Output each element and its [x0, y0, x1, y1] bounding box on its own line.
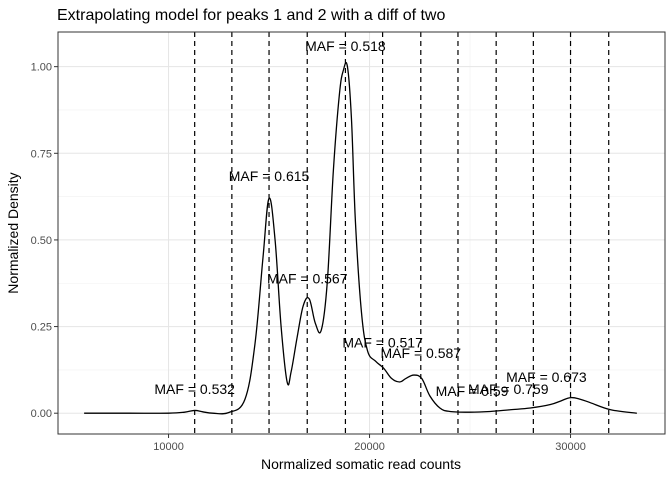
x-axis-label: Normalized somatic read counts	[261, 456, 461, 472]
y-tick-label: 0.25	[31, 322, 52, 334]
x-tick-label: 10000	[153, 441, 184, 453]
maf-annotation: MAF = 0.518	[305, 38, 386, 54]
grid	[58, 32, 665, 434]
y-axis-label: Normalized Density	[5, 172, 21, 293]
maf-annotation: MAF = 0.567	[267, 270, 348, 286]
x-axis-ticks: 10000 20000 30000	[153, 434, 586, 453]
maf-annotation: MAF = 0.615	[229, 168, 310, 184]
density-line	[84, 61, 637, 415]
y-axis-ticks: 0.00 0.25 0.50 0.75 1.00	[31, 62, 58, 420]
maf-annotation: MAF = 0.532	[154, 381, 235, 397]
maf-annotation: MAF = 0.759	[468, 381, 549, 397]
x-tick-label: 30000	[555, 441, 586, 453]
y-tick-label: 0.75	[31, 148, 52, 160]
maf-annotation: MAF = 0.673	[506, 369, 587, 385]
maf-annotation: MAF = 0.59	[436, 383, 509, 399]
maf-annotation: MAF = 0.517	[342, 334, 423, 350]
y-tick-label: 0.50	[31, 235, 52, 247]
y-tick-label: 0.00	[31, 408, 52, 420]
chart-title: Extrapolating model for peaks 1 and 2 wi…	[57, 7, 445, 24]
series-group	[84, 61, 637, 415]
y-tick-label: 1.00	[31, 62, 52, 74]
annotation-group: MAF = 0.532 MAF = 0.615 MAF = 0.567 MAF = 0…	[154, 38, 586, 399]
plot-border	[57, 31, 666, 435]
reference-lines	[194, 32, 610, 434]
maf-annotation: MAF = 0.587	[381, 345, 462, 361]
x-tick-label: 20000	[354, 441, 385, 453]
